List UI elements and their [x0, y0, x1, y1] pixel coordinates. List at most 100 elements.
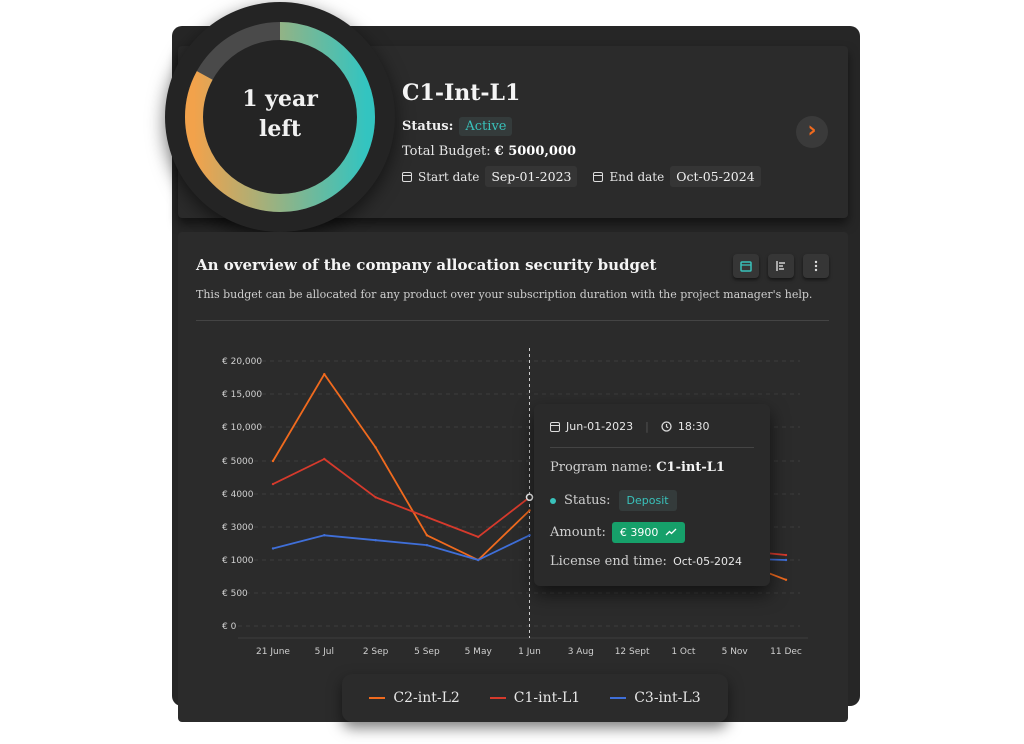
y-tick-label: € 10,000: [222, 423, 262, 433]
calendar-icon: [550, 421, 560, 432]
tooltip-program: Program name: C1-int-L1: [550, 460, 725, 475]
amount-label: Amount:: [550, 525, 606, 540]
data-point: [528, 534, 531, 537]
legend-swatch: [610, 697, 627, 699]
legend-swatch: [489, 697, 506, 699]
data-point: [271, 459, 275, 463]
deposit-badge: Deposit: [618, 490, 677, 511]
countdown-ring: 1 year left: [165, 2, 395, 232]
series-line: [272, 373, 531, 561]
legend-label: C2-int-L2: [393, 690, 460, 706]
legend-label: C1-int-L1: [513, 690, 581, 706]
tooltip-amount: Amount: € 3900: [550, 522, 685, 543]
y-tick-label: € 5000: [222, 457, 254, 467]
x-tick-label: 5 May: [465, 647, 493, 657]
calendar-icon: [402, 171, 412, 182]
budget-value: € 5000,000: [494, 144, 577, 159]
data-point: [425, 543, 429, 547]
program-label: Program name:: [550, 460, 653, 475]
license-label: License end time:: [550, 554, 667, 569]
x-tick-label: 5 Nov: [722, 647, 749, 657]
budget-label: Total Budget:: [402, 144, 491, 159]
y-tick-label: € 3000: [222, 523, 254, 533]
tooltip-status: Status: Deposit: [550, 490, 677, 511]
data-point: [477, 558, 480, 562]
filter-button[interactable]: [768, 254, 794, 278]
y-tick-label: € 15,000: [222, 390, 262, 400]
x-tick-label: 11 Dec: [770, 647, 802, 657]
data-point: [784, 553, 788, 557]
data-point: [477, 535, 480, 539]
x-tick-label: 1 Oct: [671, 647, 696, 657]
series-line: [272, 534, 530, 561]
y-tick-label: € 0: [222, 622, 237, 632]
trending-up-icon: [665, 528, 677, 536]
status-label: Status:: [402, 119, 454, 134]
y-tick-label: € 20,000: [222, 357, 262, 367]
x-tick-label: 1 Jun: [518, 647, 541, 657]
end-date-label: End date: [609, 169, 665, 184]
tooltip-datetime: Jun-01-2023 | 18:30: [550, 420, 710, 433]
data-point: [323, 457, 326, 461]
end-date-value: Oct-05-2024: [670, 166, 761, 187]
data-point: [271, 482, 275, 486]
countdown-line2: left: [259, 116, 301, 142]
data-point: [323, 534, 326, 537]
y-tick-label: € 4000: [222, 490, 254, 500]
tooltip-status-label: Status:: [564, 493, 611, 508]
divider: [196, 320, 829, 321]
budget-row: Total Budget: € 5000,000: [402, 144, 576, 159]
chevron-right-icon: ›: [807, 118, 817, 143]
data-point: [425, 534, 429, 537]
x-tick-label: 3 Aug: [568, 647, 594, 657]
chart-legend: C2-int-L2 C1-int-L1 C3-int-L3: [342, 674, 728, 722]
y-tick-label: € 500: [222, 589, 248, 599]
dates-row: Start date Sep-01-2023 End date Oct-05-2…: [402, 166, 761, 187]
clock-icon: [661, 421, 672, 432]
data-point: [784, 578, 788, 581]
countdown-text: 1 year left: [165, 84, 395, 144]
amount-badge: € 3900: [611, 522, 685, 543]
legend-item-c2[interactable]: C2-int-L2: [369, 690, 460, 706]
data-point: [528, 509, 531, 512]
legend-item-c3[interactable]: C3-int-L3: [610, 690, 701, 706]
status-row: Status: Active: [402, 117, 513, 136]
more-options-button[interactable]: [803, 254, 829, 278]
data-point: [784, 558, 788, 562]
contract-title: C1-Int-L1: [402, 80, 521, 106]
chart-tooltip: Jun-01-2023 | 18:30 Program name: C1-int…: [534, 404, 770, 586]
highlight-point: [525, 493, 534, 502]
tooltip-divider: [550, 447, 754, 448]
data-point: [374, 446, 377, 449]
overview-description: This budget can be allocated for any pro…: [196, 288, 813, 301]
x-tick-label: 21 June: [256, 647, 290, 657]
calendar-icon: [593, 171, 604, 182]
data-point: [374, 496, 377, 499]
x-tick-label: 5 Sep: [414, 647, 440, 657]
tooltip-date: Jun-01-2023: [566, 420, 634, 433]
tooltip-license: License end time: Oct-05-2024: [550, 554, 742, 569]
data-point: [323, 373, 326, 376]
legend-label: C3-int-L3: [634, 690, 701, 706]
start-date-label: Start date: [418, 169, 480, 184]
calendar-button[interactable]: [733, 254, 759, 278]
legend-item-c1[interactable]: C1-int-L1: [489, 690, 581, 706]
data-point: [374, 539, 377, 542]
data-point: [425, 515, 429, 519]
data-point: [271, 547, 275, 550]
status-badge: Active: [459, 117, 513, 136]
start-date-value: Sep-01-2023: [485, 166, 578, 187]
filter-icon: [776, 261, 785, 271]
amount-value: € 3900: [619, 526, 659, 539]
countdown-line1: 1 year: [242, 86, 318, 112]
y-tick-label: € 1000: [222, 556, 254, 566]
more-vertical-icon: [814, 260, 818, 272]
calendar-icon: [740, 261, 752, 272]
next-button[interactable]: ›: [796, 116, 828, 148]
tooltip-time: 18:30: [677, 420, 710, 433]
x-tick-label: 2 Sep: [363, 647, 389, 657]
status-dot: [550, 497, 556, 504]
x-tick-label: 12 Sept: [615, 647, 650, 657]
program-value: C1-int-L1: [656, 460, 725, 475]
